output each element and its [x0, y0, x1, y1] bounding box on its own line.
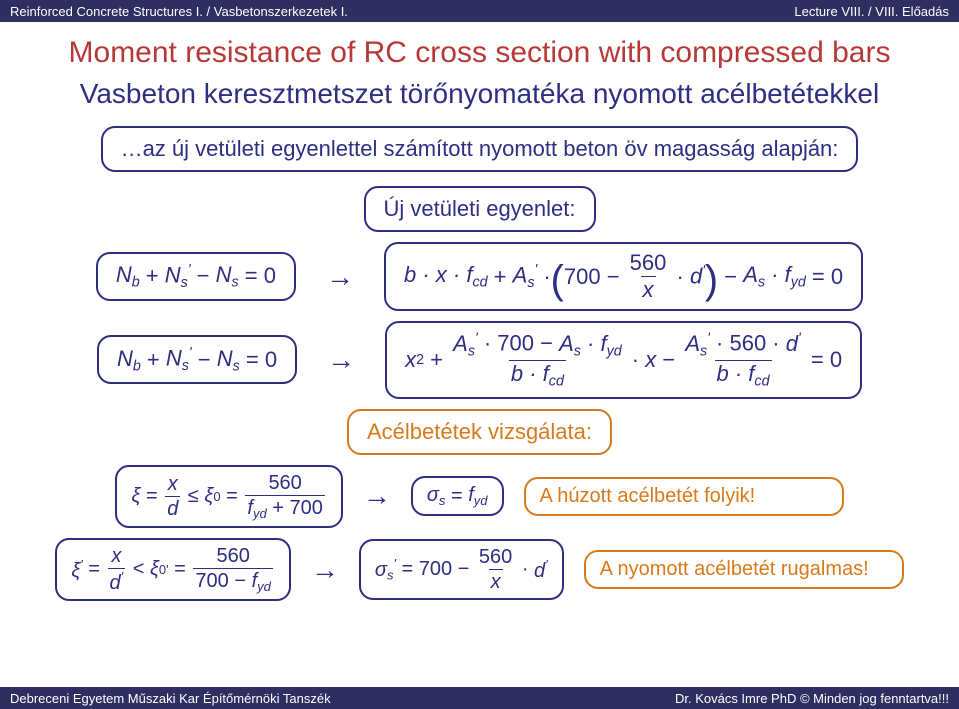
header-bar: Reinforced Concrete Structures I. / Vasb…: [0, 0, 959, 22]
sigma-s-yield: σs = fyd: [411, 476, 504, 516]
new-equation-label: Új vetületi egyenlet:: [364, 186, 596, 232]
header-left: Reinforced Concrete Structures I. / Vasb…: [10, 4, 348, 19]
footer-right: Dr. Kovács Imre PhD © Minden jog fenntar…: [675, 691, 949, 706]
equation-row-2: Nb + Ns' − Ns = 0 → x2 + As' · 700 − As …: [0, 321, 959, 399]
arrow-icon: →: [327, 344, 355, 376]
c700-1: 700: [564, 264, 601, 290]
c700-2: 700: [497, 331, 534, 356]
compressed-check-row: ξ' = xd' < ξ0' = 560 700 − fyd → σs' = 7…: [0, 538, 959, 602]
zero-1: 0: [264, 263, 276, 289]
tensile-check-row: ξ = xd ≤ ξ0 = 560 fyd + 700 → σs = fyd A…: [0, 465, 959, 528]
steel-check-label: Acélbetétek vizsgálata:: [347, 409, 612, 455]
c560-4: 560: [214, 546, 251, 568]
footer-bar: Debreceni Egyetem Műszaki Kar Építőmérnö…: [0, 687, 959, 709]
equation-row-1: Nb + Ns' − Ns = 0 → b · x · fcd + As' · …: [0, 242, 959, 311]
xi-condition: ξ = xd ≤ ξ0 = 560 fyd + 700: [115, 465, 342, 528]
sigma-s-prime: σs' = 700 − 560x · d': [359, 539, 564, 600]
force-balance-1: Nb + Ns' − Ns = 0: [96, 252, 296, 301]
arrow-icon: →: [311, 554, 339, 586]
c560-5: 560: [477, 547, 514, 569]
footer-left: Debreceni Egyetem Műszaki Kar Építőmérnö…: [10, 691, 331, 706]
c700-4: 700: [195, 570, 228, 592]
quadratic-form: x2 + As' · 700 − As · fyd b · fcd · x − …: [385, 321, 862, 399]
expanded-balance-1: b · x · fcd + As' · ( 700 − 560x · d' ) …: [384, 242, 863, 311]
c700-3: 700: [289, 497, 322, 519]
zero-3: 0: [265, 347, 277, 373]
tensile-result: A húzott acélbetét folyik!: [524, 477, 844, 516]
compressed-result: A nyomott acélbetét rugalmas!: [584, 550, 904, 589]
force-balance-2: Nb + Ns' − Ns = 0: [97, 335, 297, 384]
arrow-icon: →: [326, 261, 354, 293]
c700-5: 700: [419, 558, 452, 581]
c560-3: 560: [266, 473, 303, 495]
page-title: Moment resistance of RC cross section wi…: [0, 36, 959, 70]
zero-2: 0: [831, 264, 843, 290]
c560-1: 560: [628, 252, 669, 276]
arrow-icon: →: [363, 480, 391, 512]
c560-2: 560: [729, 331, 766, 356]
xi-prime-condition: ξ' = xd' < ξ0' = 560 700 − fyd: [55, 538, 291, 602]
note-box: …az új vetületi egyenlettel számított ny…: [101, 126, 859, 172]
page-subtitle: Vasbeton keresztmetszet törőnyomatéka ny…: [0, 78, 959, 110]
zero-4: 0: [830, 347, 842, 373]
header-right: Lecture VIII. / VIII. Előadás: [794, 4, 949, 19]
